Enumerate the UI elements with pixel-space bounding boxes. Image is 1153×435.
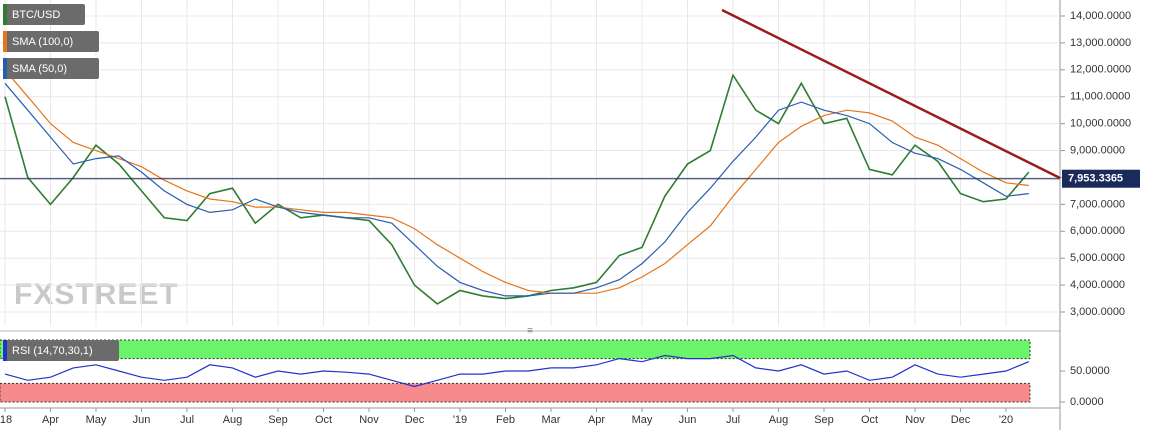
series-line	[4, 69, 1029, 294]
legend-box	[3, 31, 99, 52]
y-tick-label: 6,000.0000	[1070, 225, 1125, 237]
x-tick-label: '18	[0, 414, 12, 426]
x-tick-label: Apr	[588, 414, 605, 426]
legend-swatch	[3, 31, 7, 52]
x-tick-label: Oct	[315, 414, 332, 426]
y-tick-label: 12,000.0000	[1070, 64, 1131, 76]
y-tick-label: 10,000.0000	[1070, 118, 1131, 130]
rsi-band	[0, 339, 1031, 360]
trend-line[interactable]	[721, 8, 1061, 180]
y-tick-label: 9,000.0000	[1070, 144, 1125, 156]
x-tick-label: Aug	[769, 414, 789, 426]
y-tick-label: 13,000.0000	[1070, 37, 1131, 49]
y-tick-label: 7,000.0000	[1070, 198, 1125, 210]
legend-swatch	[3, 58, 7, 79]
x-tick-label: Feb	[496, 414, 515, 426]
price-panel	[0, 0, 1060, 326]
x-tick-label: Dec	[405, 414, 425, 426]
y-tick-label: 11,000.0000	[1070, 91, 1130, 103]
legend-box	[3, 58, 99, 79]
x-tick-label: '20	[999, 414, 1013, 426]
legend-label: RSI (14,70,30,1)	[12, 345, 93, 357]
x-tick-label: Jul	[726, 414, 740, 426]
y-tick-label: 4,000.0000	[1070, 279, 1125, 291]
legend-label: SMA (100,0)	[12, 36, 73, 48]
x-tick-label: Nov	[359, 414, 379, 426]
legend-swatch	[3, 4, 7, 25]
resize-handle[interactable]: ≡	[527, 326, 533, 337]
x-tick-label: Nov	[905, 414, 925, 426]
x-tick-label: Jun	[133, 414, 151, 426]
x-tick-label: '19	[453, 414, 467, 426]
series-line	[4, 354, 1030, 388]
x-tick-label: May	[632, 414, 653, 426]
y-tick-label: 50.0000	[1070, 365, 1110, 377]
rsi-band	[0, 382, 1031, 403]
x-tick-label: May	[86, 414, 107, 426]
last-price-box	[1062, 169, 1140, 188]
legend-box	[3, 340, 119, 361]
x-tick-label: Sep	[268, 414, 288, 426]
legend-box	[3, 4, 85, 25]
x-tick-label: Dec	[951, 414, 971, 426]
y-tick-label: 14,000.0000	[1070, 10, 1131, 22]
series-line	[4, 82, 1029, 297]
y-tick-label: 5,000.0000	[1070, 252, 1125, 264]
legend-label: BTC/USD	[12, 9, 60, 21]
x-tick-label: Sep	[814, 414, 834, 426]
y-tick-label: 3,000.0000	[1070, 306, 1125, 318]
last-price-label: 7,953.3365	[1068, 173, 1123, 185]
x-tick-label: Oct	[861, 414, 878, 426]
x-tick-label: Jul	[180, 414, 194, 426]
x-tick-label: Mar	[542, 414, 561, 426]
x-tick-label: Aug	[223, 414, 243, 426]
legend-swatch	[3, 340, 7, 361]
y-tick-label: 0.0000	[1070, 396, 1104, 408]
x-tick-label: Jun	[679, 414, 697, 426]
x-tick-label: Apr	[42, 414, 59, 426]
legend-label: SMA (50,0)	[12, 63, 67, 75]
series-line	[4, 73, 1030, 305]
